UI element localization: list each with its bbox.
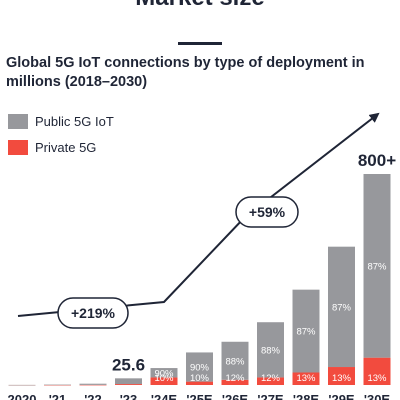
data-label-private: 10% [154, 373, 174, 384]
legend-label-private: Private 5G [35, 139, 97, 155]
bar-private [221, 379, 249, 385]
bar-public [8, 384, 36, 386]
legend-swatch-public [8, 113, 28, 129]
data-label-private: 13% [332, 373, 352, 384]
legend: Public 5G IoT Private 5G [8, 110, 114, 162]
bar-public [292, 289, 320, 373]
growth-bubble [235, 196, 299, 228]
data-label-public: 87% [296, 327, 316, 338]
data-label-private: 13% [296, 373, 316, 384]
data-label-public: 90% [190, 363, 210, 374]
legend-item-private: Private 5G [8, 136, 114, 158]
bar-private [257, 377, 284, 385]
data-label-private: 13% [367, 373, 387, 384]
x-tick-label: '27E [257, 392, 284, 400]
bar-private [328, 367, 355, 385]
legend-item-public: Public 5G IoT [8, 110, 114, 132]
total-value-label: 25.6 [112, 355, 145, 374]
growth-label: +219% [71, 305, 116, 321]
data-label-public: 87% [367, 261, 387, 272]
bar-private [292, 372, 320, 385]
legend-swatch-private [8, 139, 28, 155]
data-label-private: 12% [225, 373, 245, 384]
x-tick-label: '23 [120, 392, 138, 400]
data-label-public: 87% [332, 302, 352, 313]
x-tick-label: '21 [49, 392, 67, 400]
bar-private [79, 384, 107, 386]
data-label-public: 90% [154, 368, 174, 379]
bar-public [115, 378, 142, 385]
bar-public [186, 352, 213, 382]
data-label-private: 10% [190, 373, 210, 384]
data-label-public: 88% [225, 356, 245, 367]
x-tick-label: '28E [293, 392, 320, 400]
x-tick-label: '24E [151, 392, 178, 400]
x-tick-label: '26E [222, 392, 249, 400]
growth-label: +59% [249, 204, 286, 220]
x-tick-label: '25E [186, 392, 213, 400]
bar-private [115, 384, 142, 385]
data-label-public: 88% [261, 345, 281, 356]
bar-public [150, 368, 178, 378]
bar-public [79, 383, 107, 385]
chart-title: Global 5G IoT connections by type of dep… [6, 55, 365, 90]
x-tick-label: 2020 [8, 392, 37, 400]
bar-public [44, 384, 71, 386]
growth-trend-line [17, 112, 380, 317]
legend-label-public: Public 5G IoT [35, 113, 114, 129]
x-tick-label: '22 [84, 392, 102, 400]
bar-private [44, 384, 71, 386]
bar-public [221, 341, 249, 380]
bar-public [328, 246, 355, 368]
bar-public [257, 322, 284, 378]
bar-public [363, 174, 391, 358]
data-label-private: 12% [261, 373, 281, 384]
header-title: Market size [0, 0, 400, 12]
bar-private [186, 381, 213, 385]
x-tick-label: '29E [328, 392, 355, 400]
header-divider [178, 42, 222, 45]
x-tick-label: '30E [364, 392, 391, 400]
total-value-label: 800+ [358, 151, 396, 170]
growth-bubble [57, 297, 129, 329]
bar-private [150, 377, 178, 385]
bar-private [363, 357, 391, 385]
